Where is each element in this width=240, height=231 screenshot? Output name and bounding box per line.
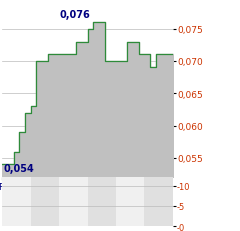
Text: 0,054: 0,054: [4, 164, 34, 173]
Bar: [88, 178, 116, 226]
Bar: [116, 178, 144, 226]
Bar: [2, 178, 31, 226]
Bar: [59, 178, 88, 226]
Bar: [31, 178, 59, 226]
Text: 0,076: 0,076: [59, 10, 90, 20]
Bar: [144, 178, 173, 226]
